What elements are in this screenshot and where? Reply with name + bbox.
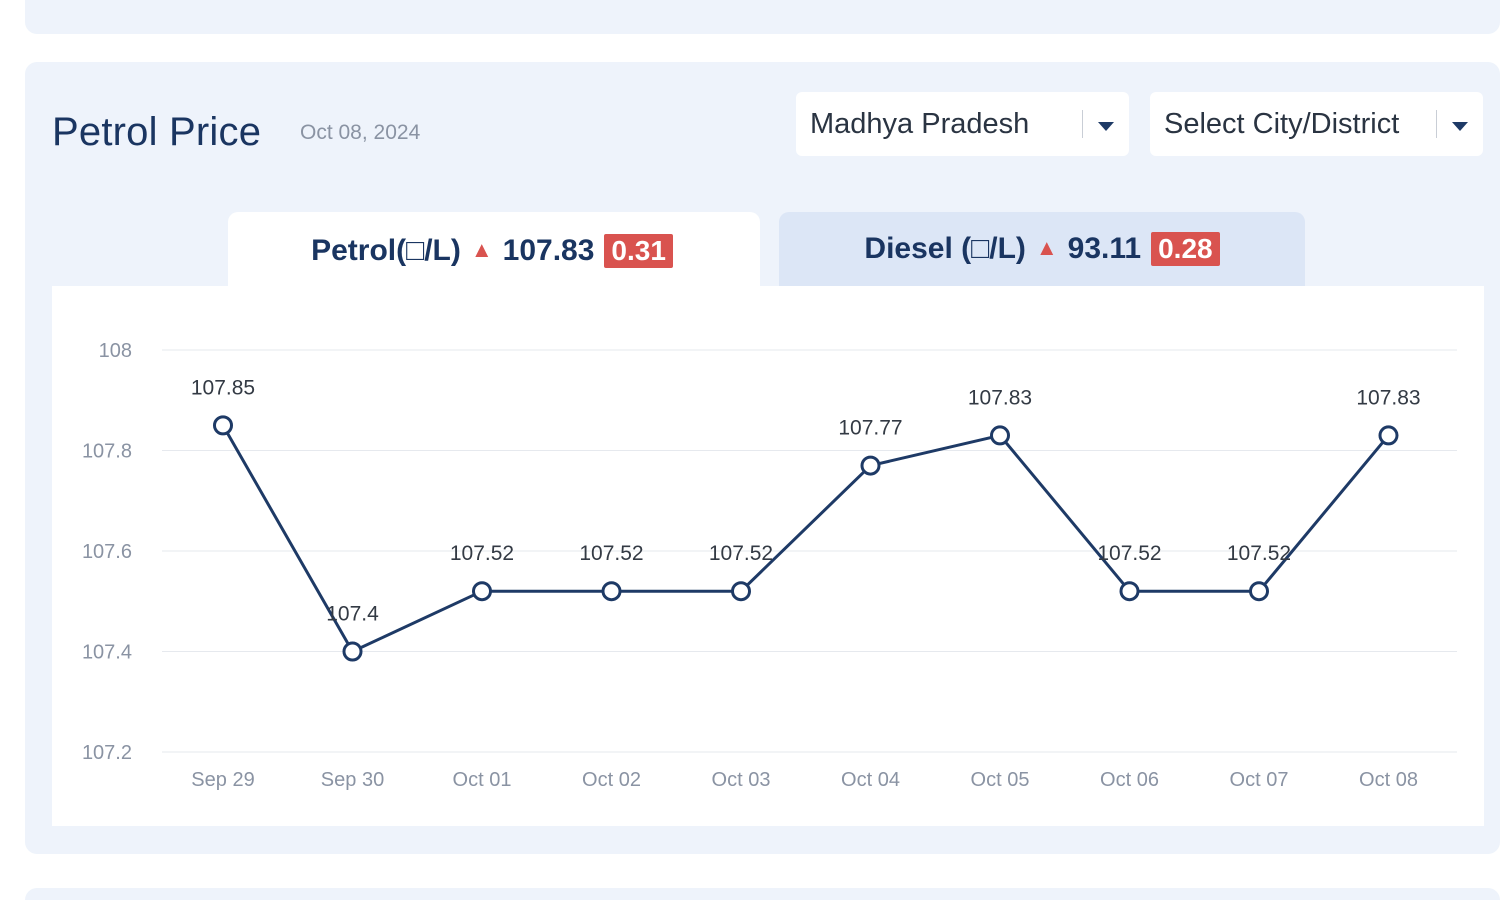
x-tick-label: Oct 05 [971, 769, 1030, 791]
y-tick-label: 108 [99, 340, 132, 362]
next-card [25, 888, 1500, 900]
x-tick-label: Oct 01 [453, 769, 512, 791]
data-point [213, 415, 233, 436]
data-label: 107.52 [1097, 542, 1161, 565]
y-tick-label: 107.4 [82, 642, 132, 664]
series-line [221, 424, 1390, 653]
data-label: 107.4 [326, 603, 379, 626]
state-select[interactable]: Madhya Pradesh [796, 92, 1129, 156]
tab-petrol[interactable]: Petrol(□/L) ▲ 107.83 0.31 [228, 212, 760, 290]
price-date: Oct 08, 2024 [300, 121, 421, 144]
data-label: 107.52 [1227, 542, 1291, 565]
x-tick-label: Oct 07 [1230, 769, 1289, 791]
data-label: 107.52 [579, 542, 643, 565]
state-select-value: Madhya Pradesh [810, 107, 1030, 140]
trend-up-icon: ▲ [470, 237, 493, 262]
city-select[interactable]: Select City/District [1150, 92, 1483, 156]
chart-card: 108 107.8 107.6 107.4 107.2 Sep 29 Sep 30 Oct 0… [52, 286, 1484, 826]
tab-petrol-change-badge: 0.31 [604, 234, 673, 268]
tab-diesel[interactable]: Diesel (□/L) ▲ 93.11 0.28 [779, 212, 1305, 286]
previous-card [25, 0, 1500, 34]
data-point [1378, 425, 1399, 446]
petrol-price-chart: 108 107.8 107.6 107.4 107.2 Sep 29 Sep 30 Oct 0… [82, 340, 1457, 791]
data-point [1249, 581, 1269, 602]
data-label: 107.85 [191, 376, 255, 399]
data-label: 107.83 [968, 386, 1032, 409]
tab-diesel-price: 93.11 [1067, 232, 1142, 265]
data-label: 107.77 [838, 417, 902, 440]
select-divider [1436, 110, 1437, 138]
x-tick-label: Sep 29 [191, 769, 254, 791]
x-tick-label: Oct 02 [582, 769, 641, 791]
data-point [731, 581, 751, 602]
x-tick-label: Oct 08 [1359, 769, 1418, 791]
x-tick-label: Oct 06 [1100, 769, 1159, 791]
tab-diesel-change-badge: 0.28 [1151, 232, 1220, 266]
data-point [472, 581, 492, 602]
chevron-down-icon[interactable] [1452, 122, 1468, 131]
data-label: 107.52 [709, 542, 773, 565]
data-label: 107.52 [450, 542, 514, 565]
select-divider [1082, 110, 1083, 138]
tab-petrol-price: 107.83 [502, 234, 595, 267]
data-point [1119, 581, 1140, 602]
y-tick-label: 107.6 [82, 541, 132, 563]
data-point [860, 455, 881, 476]
chevron-down-icon[interactable] [1098, 122, 1114, 131]
x-tick-label: Oct 03 [712, 769, 771, 791]
data-point [342, 641, 363, 662]
tab-diesel-label: Diesel (□/L) [864, 232, 1026, 265]
tab-petrol-label: Petrol(□/L) [311, 234, 461, 267]
data-point [601, 581, 622, 602]
y-tick-label: 107.8 [82, 441, 132, 463]
trend-up-icon: ▲ [1035, 235, 1058, 260]
city-select-placeholder: Select City/District [1164, 107, 1400, 140]
data-label: 107.83 [1356, 386, 1420, 409]
page-title: Petrol Price [52, 110, 262, 154]
data-point [990, 425, 1010, 446]
y-tick-label: 107.2 [82, 742, 132, 764]
x-tick-label: Sep 30 [321, 769, 384, 791]
x-tick-label: Oct 04 [841, 769, 900, 791]
